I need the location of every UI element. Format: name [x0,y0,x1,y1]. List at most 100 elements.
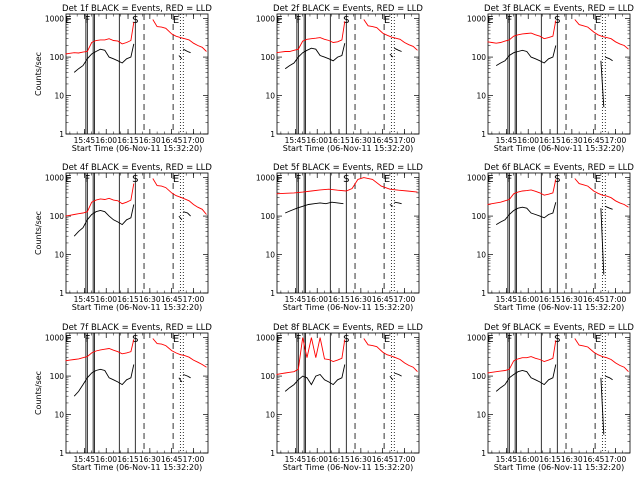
lld-series-line [65,183,135,217]
x-tick-label: 17:00 [183,136,205,145]
x-tick-label: 15:45 [285,295,307,304]
event-marker: S [554,334,560,345]
y-tick-label: 1000 [256,174,275,183]
event-marker: F [295,174,301,185]
x-axis-label: Start Time (06-Nov-11 15:32:20) [283,463,413,472]
lld-series-line [574,178,629,208]
x-axis-label: Start Time (06-Nov-11 15:32:20) [283,144,413,153]
x-tick-label: 16:45 [161,455,183,464]
x-axis-label: Start Time (06-Nov-11 15:32:20) [494,303,624,312]
y-tick-label: 1 [270,449,275,458]
lld-series-line [363,338,418,373]
events-series-line [389,53,394,58]
y-tick-label: 1000 [45,174,64,183]
y-tick-label: 10 [265,411,275,420]
panel-8: Det 8f BLACK = Events, RED = LLD 1 10 100 10… [256,323,424,472]
y-tick-label: 1 [270,289,275,298]
x-axis-label: Start Time (06-Nov-11 15:32:20) [72,303,202,312]
event-marker: E [276,15,282,26]
events-series-line [183,374,191,379]
panel-2: Det 2f BLACK = Events, RED = LLD 1 10 100 10… [256,4,424,153]
events-series-line [394,372,402,377]
lld-series-line [152,338,207,368]
lld-series-line [152,178,207,215]
panel-title: Det 7f BLACK = Events, RED = LLD [62,323,212,333]
y-tick-label: 1 [481,289,486,298]
event-marker: E [595,334,601,345]
event-marker: S [132,15,138,26]
event-marker: E [276,334,282,345]
plot-frame [487,13,631,135]
lld-series-line [152,19,207,52]
y-tick-label: 10 [476,92,486,101]
y-tick-label: 10 [476,411,486,420]
event-marker: F [84,15,90,26]
plot-frame [65,13,209,135]
x-tick-label: 17:00 [605,136,627,145]
y-axis-label: Counts/sec [34,52,43,96]
lld-series-line [574,338,629,373]
x-tick-label: 16:00 [306,455,328,464]
events-series-line [73,43,135,73]
y-axis-label: Counts/sec [34,211,43,255]
x-tick-label: 16:45 [372,455,394,464]
x-tick-label: 15:45 [74,455,96,464]
event-marker: S [132,174,138,185]
events-series-line [285,201,344,214]
x-tick-label: 17:00 [394,455,416,464]
x-tick-label: 16:00 [517,295,539,304]
x-tick-label: 16:45 [161,136,183,145]
event-marker: F [84,174,90,185]
x-axis-label: Start Time (06-Nov-11 15:32:20) [72,463,202,472]
x-tick-label: 16:30 [139,136,161,145]
panel-7: Det 7f BLACK = Events, RED = LLD 1 10 100 10… [34,323,212,472]
y-tick-label: 10 [54,251,64,260]
plot-frame [487,332,631,454]
x-tick-label: 16:15 [328,295,350,304]
y-tick-label: 100 [472,212,487,221]
event-marker: S [343,334,349,345]
x-tick-label: 15:45 [74,136,96,145]
events-series-line [284,43,346,70]
lld-series-line [276,177,418,195]
y-axis-label: Counts/sec [34,371,43,415]
events-series-line [495,45,557,66]
events-series-line [600,208,605,275]
event-marker: E [65,15,71,26]
plot-frame [276,172,420,294]
x-tick-label: 16:30 [350,295,372,304]
x-tick-label: 16:15 [539,455,561,464]
event-marker: E [487,334,493,345]
x-tick-label: 17:00 [605,455,627,464]
y-tick-label: 1000 [256,334,275,343]
x-tick-label: 17:00 [394,295,416,304]
panel-5: Det 5f BLACK = Events, RED = LLD 1 10 100 10… [256,163,424,312]
panel-title: Det 3f BLACK = Events, RED = LLD [484,4,634,14]
events-series-line [394,201,402,205]
x-tick-label: 15:45 [285,136,307,145]
events-series-line [605,375,613,381]
x-tick-label: 17:00 [605,295,627,304]
events-series-line [394,47,402,52]
x-tick-label: 16:45 [372,295,394,304]
x-tick-label: 16:45 [161,295,183,304]
x-axis-label: Start Time (06-Nov-11 15:32:20) [72,144,202,153]
x-tick-label: 16:30 [561,136,583,145]
plot-frame [65,172,209,294]
event-marker: E [487,15,493,26]
x-tick-label: 17:00 [183,455,205,464]
y-tick-label: 1000 [467,15,486,24]
y-tick-label: 10 [265,92,275,101]
y-tick-label: 10 [54,92,64,101]
lld-series-line [363,19,418,51]
x-tick-label: 15:45 [285,455,307,464]
events-series-line [389,204,394,207]
y-tick-label: 1000 [45,15,64,24]
y-tick-label: 100 [50,212,65,221]
x-tick-label: 15:45 [496,295,518,304]
event-marker: F [506,15,512,26]
event-marker: E [595,174,601,185]
x-tick-label: 15:45 [74,295,96,304]
lld-series-line [487,340,557,374]
events-series-line [183,48,191,54]
